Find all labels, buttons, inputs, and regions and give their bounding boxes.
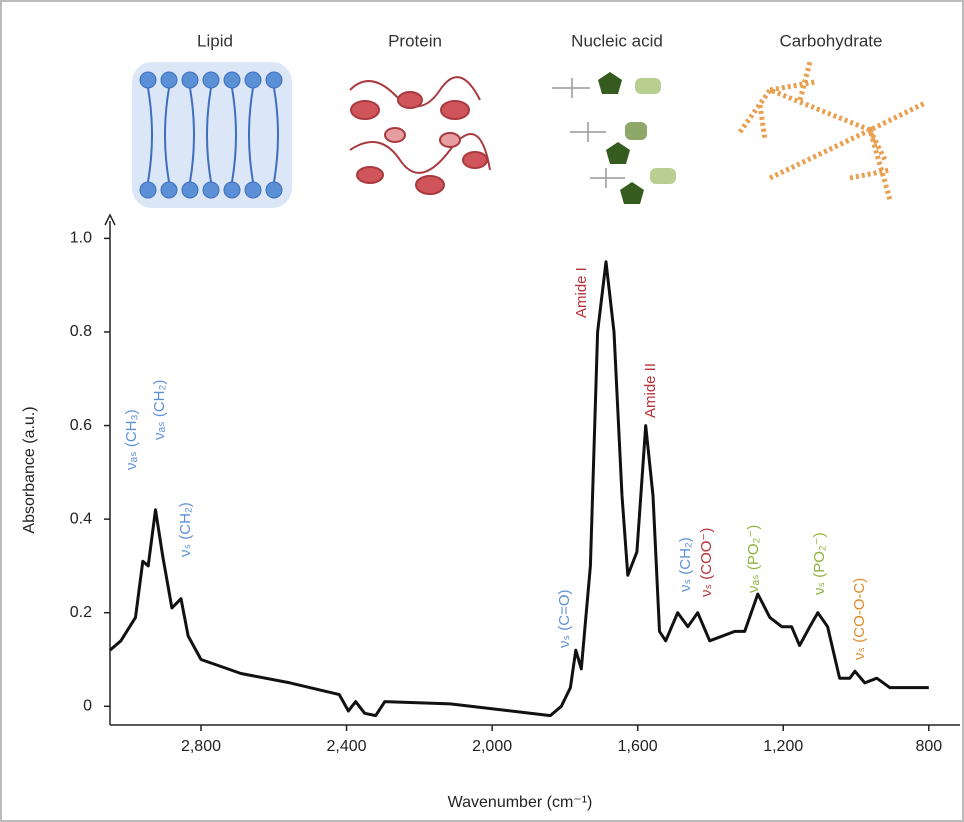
y-axis-arrow [104,213,116,226]
peak-annotation: νₛ (COO⁻) [698,528,715,597]
peak-annotation: νₛ (C=O) [556,589,573,648]
panel-header: Nucleic acid [571,31,663,50]
x-tick-label: 1,600 [618,738,658,755]
nucleic-icon [552,72,676,204]
peak-annotation: Amide II [642,363,659,418]
peak-annotation: νₛ (CO-O-C) [851,578,868,660]
protein-icon [349,76,491,195]
peak-annotation: Amide I [573,267,590,318]
y-tick-label: 0.6 [70,417,92,434]
carbohydrate-icon [737,61,927,201]
y-tick-label: 0 [83,698,92,715]
peak-annotation: νₛ (PO₂⁻) [811,532,828,595]
panel-header: Carbohydrate [779,31,882,50]
x-tick-label: 800 [915,738,942,755]
y-tick-label: 0.4 [70,510,92,527]
peak-annotation: νₛ (CH₂) [177,502,194,557]
spectrum-line [109,260,929,718]
x-tick-label: 1,200 [763,738,803,755]
peak-annotation: νₐₛ (CH₃) [123,409,140,470]
panel-header: Lipid [197,31,233,50]
lipid-icon [132,62,292,208]
peak-annotation: νₛ (CH₂) [677,537,694,592]
y-tick-label: 1.0 [70,230,92,247]
x-axis-title: Wavenumber (cm⁻¹) [448,794,593,811]
x-tick-label: 2,000 [472,738,512,755]
y-tick-label: 0.8 [70,323,92,340]
peak-annotation: νₐₛ (PO₂⁻) [745,525,762,593]
y-tick-label: 0.2 [70,604,92,621]
x-tick-label: 2,400 [327,738,367,755]
peak-annotation: νₐₛ (CH₂) [151,380,168,440]
y-axis-title: Absorbance (a.u.) [21,406,38,533]
panel-header: Protein [388,31,442,50]
x-tick-label: 2,800 [181,738,221,755]
